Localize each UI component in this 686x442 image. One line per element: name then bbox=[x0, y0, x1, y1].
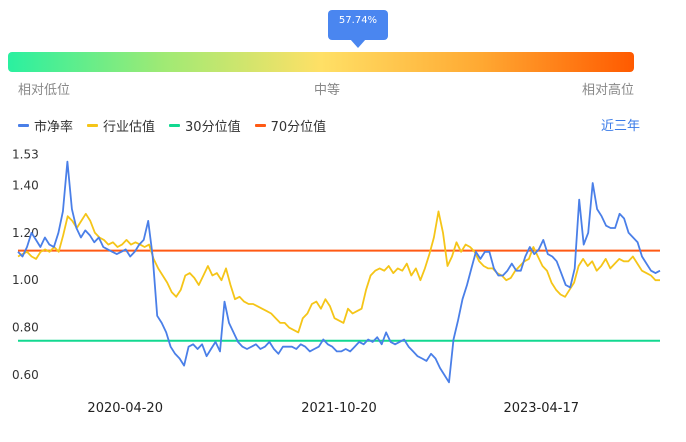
y-tick-label: 0.80 bbox=[12, 321, 39, 335]
y-tick-label: 1.00 bbox=[12, 273, 39, 287]
percentile-tooltip: 57.74% bbox=[328, 10, 388, 48]
y-tick-label: 1.20 bbox=[12, 226, 39, 240]
legend-label-pb: 市净率 bbox=[34, 119, 74, 135]
legend-label-p30: 30分位值 bbox=[185, 119, 241, 135]
chart-legend: 市净率 行业估值 30分位值 70分位值 bbox=[18, 115, 340, 135]
legend-swatch-pb bbox=[18, 123, 29, 127]
gauge-label-mid: 中等 bbox=[314, 83, 341, 98]
tooltip-arrow bbox=[350, 39, 366, 48]
y-tick-label: 1.40 bbox=[12, 178, 39, 192]
legend-swatch-p70 bbox=[254, 123, 266, 127]
percentile-gauge-bar bbox=[8, 52, 634, 72]
legend-item-p70[interactable]: 70分位值 bbox=[254, 115, 327, 135]
series-line-industry bbox=[17, 210, 660, 334]
x-tick-label: 2021-10-20 bbox=[301, 401, 377, 416]
legend-item-pb[interactable]: 市净率 bbox=[18, 115, 73, 135]
legend-label-p70: 70分位值 bbox=[270, 119, 327, 135]
legend-item-industry[interactable]: 行业估值 bbox=[87, 115, 155, 135]
valuation-line-chart: 0.60 0.80 1.00 1.20 1.40 1.53 2020-04-20 2021-1… bbox=[12, 147, 661, 416]
x-tick-label: 2020-04-20 bbox=[87, 401, 163, 416]
gauge-label-high: 相对高位 bbox=[582, 83, 635, 98]
x-tick-label: 2023-04-17 bbox=[503, 401, 579, 416]
period-selector[interactable]: 近三年 bbox=[600, 119, 640, 134]
legend-swatch-p30 bbox=[169, 123, 181, 127]
series-line-pb bbox=[17, 160, 661, 384]
gauge-label-low: 相对低位 bbox=[18, 83, 71, 98]
legend-label-industry: 行业估值 bbox=[103, 119, 156, 135]
legend-swatch-industry bbox=[87, 123, 99, 127]
percentile-value: 57.74% bbox=[338, 15, 378, 26]
legend-item-p30[interactable]: 30分位值 bbox=[169, 115, 241, 135]
y-tick-label: 1.53 bbox=[12, 147, 39, 161]
y-tick-label: 0.60 bbox=[12, 368, 39, 382]
